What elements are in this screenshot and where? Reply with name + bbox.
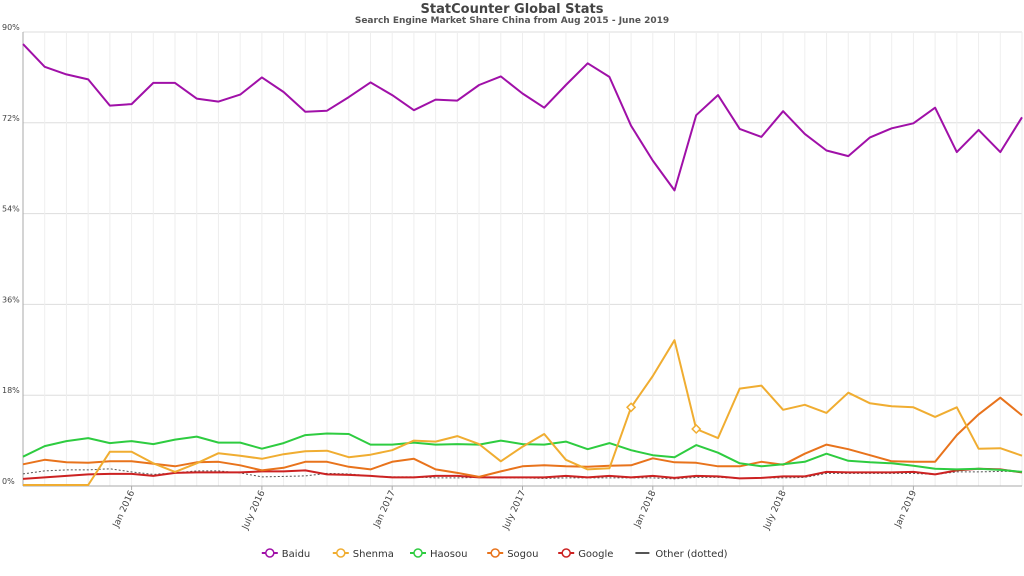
legend-label: Shenma xyxy=(353,549,394,560)
legend-label: Google xyxy=(578,549,613,560)
x-tick-label: July 2018 xyxy=(762,489,789,532)
legend: Baidu Shenma Haosou Sogou Google Other (dotte… xyxy=(261,548,728,560)
y-tick-label: 18% xyxy=(2,386,20,395)
legend-item-google: Google xyxy=(558,548,613,560)
legend-item-other-dotted: Other (dotted) xyxy=(635,549,728,560)
y-tick-label: 36% xyxy=(2,295,20,304)
x-axis-ticks: Jan 2016 July 2016 Jan 2017 July 2017 Jan 20… xyxy=(111,486,919,532)
chart-title: StatCounter Global Stats xyxy=(420,2,604,17)
data-point-marker xyxy=(691,423,702,435)
highlight-markers xyxy=(626,402,702,435)
x-tick-label: July 2016 xyxy=(240,489,267,532)
legend-item-sogou: Sogou xyxy=(487,548,538,560)
x-tick-label: July 2017 xyxy=(501,489,528,532)
x-tick-label: Jan 2019 xyxy=(893,489,919,530)
grid-lines xyxy=(22,31,1023,487)
legend-label: Haosou xyxy=(430,549,467,560)
legend-swatch-marker xyxy=(490,548,500,558)
series-lines xyxy=(22,43,1023,486)
legend-item-haosou: Haosou xyxy=(410,548,467,560)
series-line-baidu xyxy=(22,43,1023,192)
y-axis-ticks: 0% 18% 36% 54% 72% 90% xyxy=(2,23,20,486)
y-tick-label: 90% xyxy=(2,23,20,32)
series-line-google xyxy=(22,467,1023,480)
y-tick-label: 54% xyxy=(2,205,20,214)
x-tick-label: Jan 2016 xyxy=(111,489,137,530)
legend-label: Sogou xyxy=(507,549,538,560)
series-line-haosou xyxy=(22,432,1023,473)
series-line-shenma xyxy=(23,339,1023,486)
legend-label: Baidu xyxy=(282,549,310,560)
y-tick-label: 72% xyxy=(2,114,20,123)
legend-swatch-marker xyxy=(336,548,346,558)
series-line-sogou xyxy=(22,396,1023,478)
legend-swatch-marker xyxy=(413,548,423,558)
legend-swatch-marker xyxy=(265,548,275,558)
legend-swatch-marker xyxy=(561,548,571,558)
legend-item-baidu: Baidu xyxy=(261,548,310,560)
data-point-marker xyxy=(626,402,637,413)
legend-item-shenma: Shenma xyxy=(332,548,394,560)
x-tick-label: Jan 2017 xyxy=(372,489,398,530)
x-tick-label: Jan 2018 xyxy=(632,489,658,530)
chart-subtitle: Search Engine Market Share China from Au… xyxy=(354,16,670,26)
legend-label: Other (dotted) xyxy=(655,549,727,560)
y-tick-label: 0% xyxy=(2,477,15,486)
